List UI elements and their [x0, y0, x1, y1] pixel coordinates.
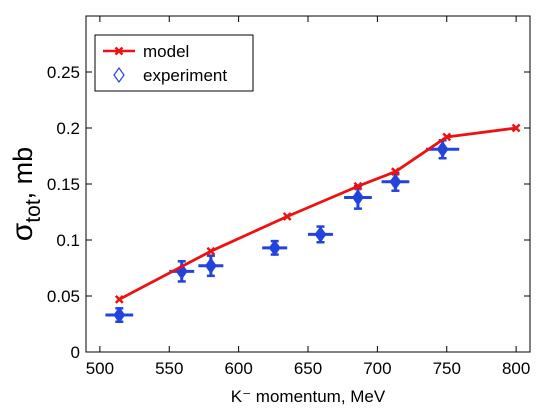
series-experiment [105, 139, 460, 324]
x-axis-title: K⁻ momentum, MeV [231, 387, 386, 406]
legend-model-marker [114, 46, 124, 56]
y-axis-title-subscript: tot [22, 199, 45, 223]
series-layer [105, 123, 521, 324]
x-tick-label: 750 [433, 359, 461, 378]
experiment-point [389, 173, 402, 191]
experiment-point [204, 257, 217, 275]
y-axis-title-unit: , mb [8, 147, 38, 200]
x-tick-label: 700 [363, 359, 391, 378]
y-axis-title: σtot, mb [6, 147, 45, 241]
y-tick-label: 0.2 [56, 119, 80, 138]
y-axis-title-symbol: σ [6, 222, 39, 241]
x-tick-label: 650 [294, 359, 322, 378]
model-point [282, 212, 292, 221]
legend: model experiment [94, 34, 254, 92]
legend-experiment-label: experiment [143, 66, 227, 85]
legend-item-model: model [103, 42, 189, 61]
experiment-point [436, 140, 449, 158]
model-point [353, 181, 363, 191]
model-point [442, 132, 452, 142]
model-point [511, 123, 521, 133]
y-tick-label: 0.1 [56, 231, 80, 250]
model-point [114, 294, 124, 304]
y-tick-label: 0.05 [47, 287, 80, 306]
experiment-point [314, 226, 327, 243]
legend-box [94, 34, 254, 92]
legend-item-experiment: experiment [113, 66, 227, 85]
y-tick-label: 0 [71, 343, 80, 362]
axis-ticks [86, 16, 530, 353]
y-tick-label: 0.25 [47, 63, 80, 82]
experiment-point [268, 239, 281, 257]
experiment-point [352, 189, 364, 206]
x-tick-label: 500 [86, 359, 114, 378]
experiment-point [113, 306, 126, 324]
legend-model-label: model [143, 42, 189, 61]
x-tick-label: 550 [155, 359, 183, 378]
model-point [391, 167, 400, 177]
tick-labels: 500 550 600 650 700 750 800 0 0.05 0.1 0.15 0.2 0.25 [47, 63, 530, 378]
x-tick-label: 800 [502, 359, 530, 378]
series-model [114, 123, 521, 304]
legend-experiment-marker [113, 66, 125, 84]
x-tick-label: 600 [224, 359, 252, 378]
model-point [206, 246, 216, 256]
y-tick-label: 0.15 [47, 175, 80, 194]
